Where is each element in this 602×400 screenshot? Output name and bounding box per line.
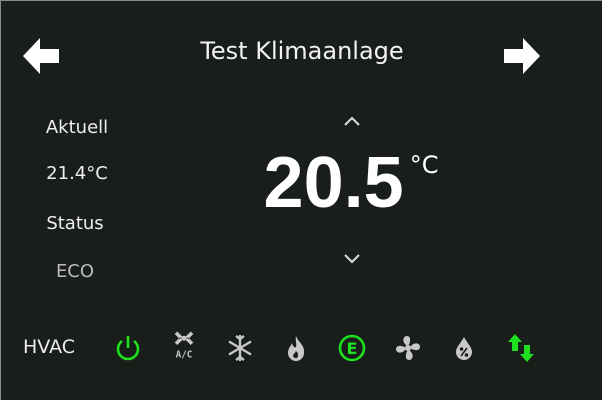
humidity-icon[interactable] [448,332,480,364]
status-value: ECO [55,261,95,282]
setpoint-temperature: 20.5 [263,143,404,223]
ac-icon[interactable]: A/C [168,329,200,361]
status-label: Status [46,213,104,234]
swap-arrows-icon[interactable] [505,332,537,364]
setpoint-display: 20.5 °C [201,147,501,219]
chevron-up-icon[interactable] [343,115,361,127]
chevron-down-icon[interactable] [343,253,361,265]
ac-text: A/C [176,350,193,361]
flame-icon[interactable] [280,332,312,364]
page-title: Test Klimaanlage [200,37,404,65]
snowflake-icon[interactable] [224,332,256,364]
fan-icon[interactable] [392,332,424,364]
setpoint-unit: °C [409,151,439,179]
current-temperature: 21.4°C [46,163,108,184]
hvac-label: HVAC [23,336,75,358]
power-icon[interactable] [112,332,144,364]
current-label: Aktuell [45,117,109,138]
arrow-right-icon[interactable] [502,38,540,74]
eco-icon[interactable]: E [336,332,368,364]
arrow-left-icon[interactable] [23,38,61,74]
eco-text: E [347,339,358,358]
